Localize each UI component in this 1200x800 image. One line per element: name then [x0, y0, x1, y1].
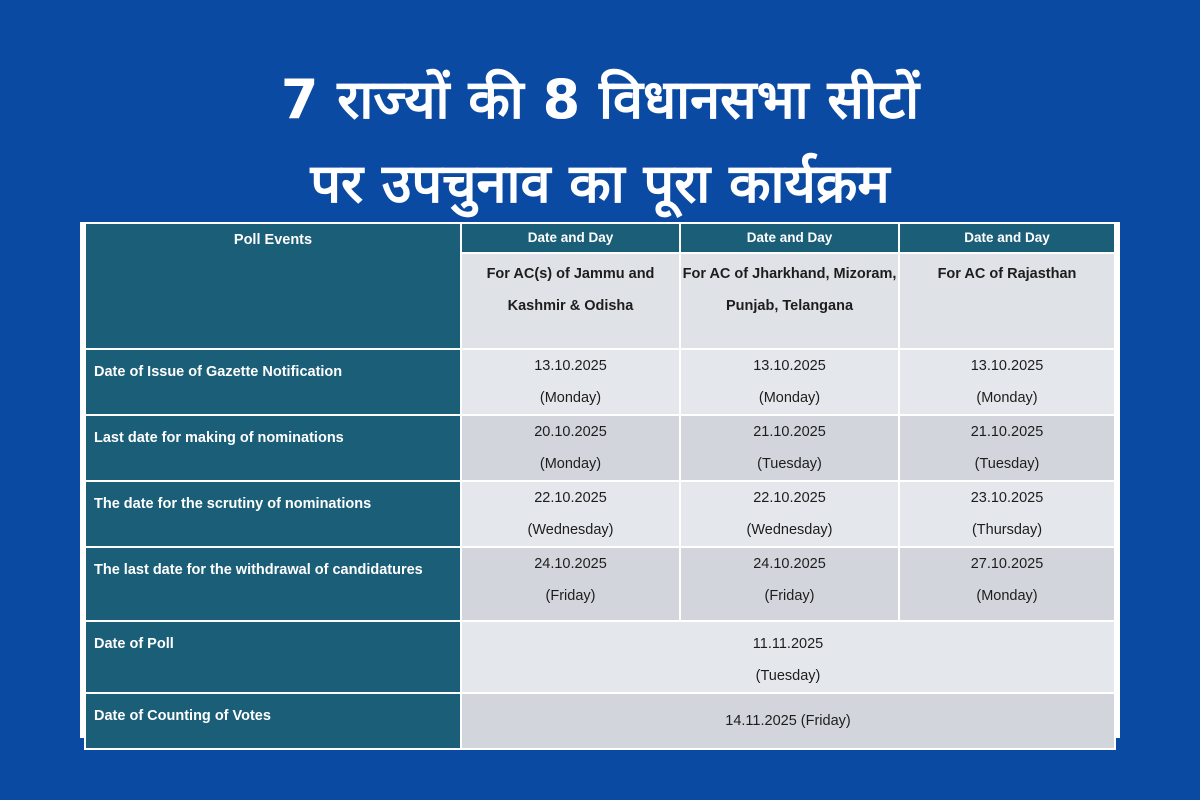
- cell-day: (Friday): [764, 588, 815, 604]
- poll-date: 11.11.2025: [752, 636, 824, 652]
- date-and-day-header-3: Date and Day: [898, 222, 1116, 254]
- table-cell: 13.10.2025 (Monday): [898, 348, 1116, 416]
- cell-date: 24.10.2025: [534, 556, 607, 572]
- page-title: 7 राज्यों की 8 विधानसभा सीटों पर उपचुनाव…: [0, 58, 1200, 226]
- table-cell: 22.10.2025 (Wednesday): [460, 480, 681, 548]
- cell-date: 22.10.2025: [534, 490, 607, 506]
- event-gazette-notification: Date of Issue of Gazette Notification: [84, 348, 462, 416]
- cell-day: (Monday): [539, 456, 602, 472]
- cell-date: 21.10.2025: [970, 424, 1044, 440]
- poll-date-cell: 11.11.2025 (Tuesday): [460, 620, 1116, 694]
- cell-date: 23.10.2025: [970, 490, 1044, 506]
- cell-day: (Monday): [539, 390, 602, 406]
- cell-date: 21.10.2025: [753, 424, 826, 440]
- column-rajasthan: For AC of Rajasthan: [898, 252, 1116, 350]
- table-cell: 13.10.2025 (Monday): [679, 348, 900, 416]
- event-scrutiny: The date for the scrutiny of nominations: [84, 480, 462, 548]
- table-cell: 20.10.2025 (Monday): [460, 414, 681, 482]
- cell-day: (Tuesday): [974, 456, 1040, 472]
- column-jharkhand-group: For AC of Jharkhand, Mizoram, Punjab, Te…: [679, 252, 900, 350]
- table-cell: 23.10.2025 (Thursday): [898, 480, 1116, 548]
- cell-date: 22.10.2025: [753, 490, 826, 506]
- cell-day: (Monday): [976, 390, 1038, 406]
- table-cell: 24.10.2025 (Friday): [460, 546, 681, 622]
- cell-date: 13.10.2025: [753, 358, 826, 374]
- cell-day: (Monday): [758, 390, 821, 406]
- title-line-1: 7 राज्यों की 8 विधानसभा सीटों: [280, 68, 920, 131]
- bypoll-schedule-table: Poll Events Date and Day Date and Day Da…: [84, 222, 1116, 750]
- event-date-of-poll: Date of Poll: [84, 620, 462, 694]
- poll-day: (Tuesday): [755, 668, 821, 684]
- cell-day: (Wednesday): [746, 522, 833, 538]
- cell-date: 24.10.2025: [753, 556, 826, 572]
- table-cell: 22.10.2025 (Wednesday): [679, 480, 900, 548]
- event-withdrawal: The last date for the withdrawal of cand…: [84, 546, 462, 622]
- cell-day: (Monday): [976, 588, 1038, 604]
- cell-date: 13.10.2025: [970, 358, 1044, 374]
- table-cell: 13.10.2025 (Monday): [460, 348, 681, 416]
- cell-day: (Wednesday): [527, 522, 614, 538]
- table-cell: 21.10.2025 (Tuesday): [679, 414, 900, 482]
- cell-date: 13.10.2025: [534, 358, 607, 374]
- schedule-panel: Poll Events Date and Day Date and Day Da…: [80, 222, 1120, 750]
- title-line-2: पर उपचुनाव का पूरा कार्यक्रम: [310, 152, 890, 215]
- date-and-day-header-2: Date and Day: [679, 222, 900, 254]
- table-cell: 24.10.2025 (Friday): [679, 546, 900, 622]
- event-counting: Date of Counting of Votes: [84, 692, 462, 750]
- cell-day: (Tuesday): [757, 456, 822, 472]
- column-jk-odisha: For AC(s) of Jammu and Kashmir & Odisha: [460, 252, 681, 350]
- cell-date: 20.10.2025: [534, 424, 607, 440]
- table-cell: 27.10.2025 (Monday): [898, 546, 1116, 622]
- table-cell: 21.10.2025 (Tuesday): [898, 414, 1116, 482]
- cell-day: (Friday): [545, 588, 596, 604]
- event-last-date-nominations: Last date for making of nominations: [84, 414, 462, 482]
- date-and-day-header-1: Date and Day: [460, 222, 681, 254]
- cell-day: (Thursday): [971, 522, 1043, 538]
- poll-events-header: Poll Events: [84, 222, 462, 350]
- counting-date-cell: 14.11.2025 (Friday): [460, 692, 1116, 750]
- cell-date: 27.10.2025: [970, 556, 1044, 572]
